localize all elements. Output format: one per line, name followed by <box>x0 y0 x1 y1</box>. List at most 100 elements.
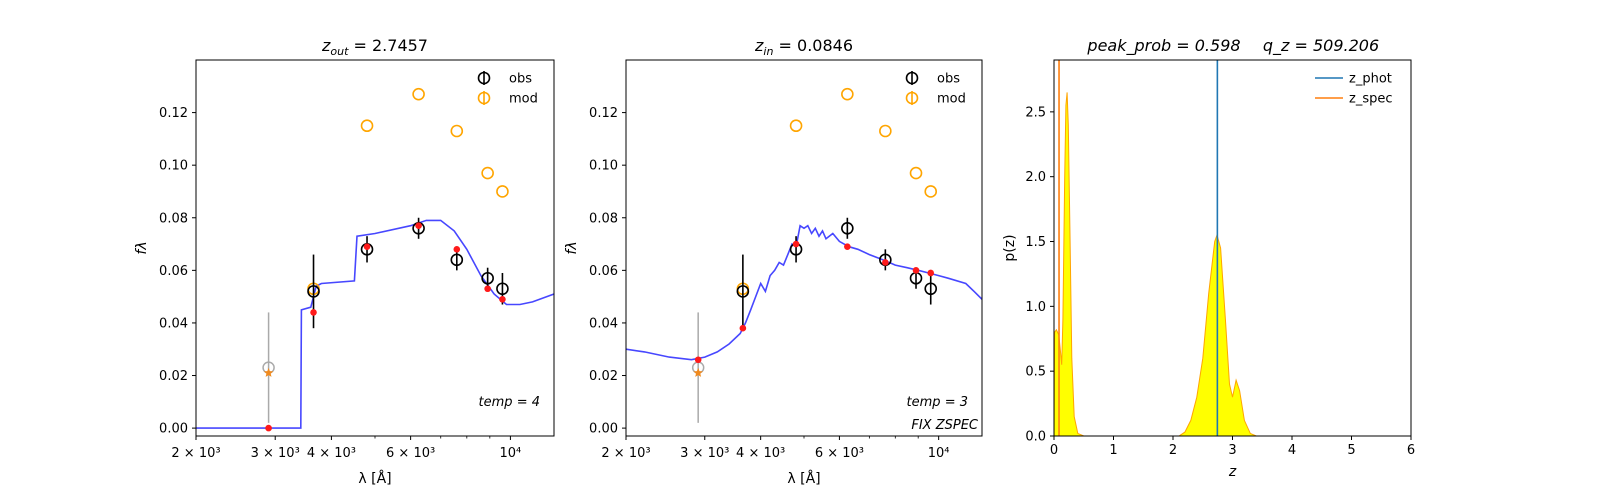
model-phot-point <box>415 222 422 229</box>
model-phot-point <box>453 246 461 253</box>
model-phot-point <box>363 243 371 250</box>
mod-point <box>909 166 923 180</box>
excluded-mod-star <box>693 367 703 377</box>
x-tick-label: 6 <box>1407 443 1415 458</box>
model-phot-point <box>499 295 506 303</box>
x-tick-label: 10⁴ <box>500 446 522 461</box>
y-tick-label: 0.10 <box>159 159 188 174</box>
model-phot-point <box>882 259 889 266</box>
title-subscript: out <box>330 45 349 58</box>
model-phot-point <box>927 269 935 277</box>
x-tick-label: 3 <box>1228 443 1236 458</box>
x-tick-label: 4 × 10³ <box>307 446 356 461</box>
y-tick-label: 0.04 <box>159 316 188 331</box>
pz-plot: 0.0 0.5 1.0 1.5 2.0 2.5 0 1 2 3 4 5 6 z p(z) peak_prob … <box>1002 36 1415 480</box>
fix-zspec-annotation: FIX ZSPEC <box>911 418 979 433</box>
model-phot-point <box>739 324 747 332</box>
y-tick-label: 0.02 <box>159 369 188 384</box>
x-tick-label: 3 × 10³ <box>251 446 300 461</box>
obs-point <box>496 282 509 296</box>
sed-plot-zin: 0.00 0.02 0.04 0.06 0.08 0.10 0.12 2 × 10³ 3 × 1… <box>564 36 983 487</box>
mod-point <box>924 185 938 198</box>
model-phot-point <box>310 309 317 316</box>
pz-filled-area <box>1053 92 1352 437</box>
title-equals: = <box>348 36 372 55</box>
y-tick-label: 2.5 <box>1025 105 1046 120</box>
x-axis-label: λ [Å] <box>358 470 391 487</box>
y-tick-label: 0.12 <box>589 106 618 121</box>
y-axis-label: fλ <box>134 241 150 254</box>
peak-prob-title: peak_prob = 0.598 <box>1086 36 1240 56</box>
mod-point <box>879 124 892 138</box>
title-value: 2.7457 <box>372 36 428 55</box>
y-tick-label: 0.04 <box>589 316 618 331</box>
x-tick-label: 4 <box>1288 443 1296 458</box>
mod-point <box>841 87 854 101</box>
obs-point <box>307 285 320 298</box>
model-phot-point <box>694 356 702 364</box>
x-tick-label: 3 × 10³ <box>680 446 729 461</box>
mod-point <box>789 119 803 133</box>
qz-title: q_z = 509.206 <box>1263 36 1379 56</box>
legend-mod-marker <box>477 91 491 105</box>
y-tick-label: 0.10 <box>589 159 618 174</box>
x-tick-label: 5 <box>1347 443 1355 458</box>
legend-z-spec-label: z_spec <box>1349 92 1393 107</box>
legend-obs-marker <box>905 71 919 85</box>
y-tick-label: 0.06 <box>589 264 618 279</box>
model-phot-point <box>792 240 800 248</box>
template-annotation: temp = 3 <box>907 395 968 410</box>
axes-frame <box>1053 59 1412 437</box>
x-tick-label: 2 × 10³ <box>171 446 220 461</box>
template-sed-curve <box>626 224 982 361</box>
mod-point <box>360 119 374 133</box>
mod-point <box>496 185 509 198</box>
title-symbol: z <box>754 36 764 55</box>
model-phot-point <box>484 285 491 293</box>
legend-obs-marker <box>477 71 491 85</box>
legend-mod-label: mod <box>937 92 966 107</box>
mod-point <box>412 87 425 101</box>
y-tick-label: 0.08 <box>589 211 618 226</box>
model-phot-point <box>912 267 920 274</box>
title-equals: = <box>773 36 797 55</box>
x-axis-label: λ [Å] <box>787 470 820 487</box>
plot-title: zin = 0.0846 <box>754 36 853 58</box>
obs-point <box>450 253 464 267</box>
legend-obs-label: obs <box>509 72 532 87</box>
mod-point <box>450 124 464 138</box>
model-phot-point <box>844 243 851 250</box>
template-annotation: temp = 4 <box>479 395 540 410</box>
y-axis-label: fλ <box>564 241 580 254</box>
x-tick-label: 2 <box>1169 443 1177 458</box>
obs-point <box>736 285 750 298</box>
y-tick-label: 0.08 <box>159 211 188 226</box>
x-tick-label: 6 × 10³ <box>815 446 864 461</box>
x-tick-label: 0 <box>1050 443 1058 458</box>
y-tick-label: 2.0 <box>1025 170 1046 185</box>
obs-point <box>481 271 494 285</box>
x-tick-label: 2 × 10³ <box>601 446 650 461</box>
y-tick-label: 1.5 <box>1025 235 1046 250</box>
obs-point <box>924 282 938 296</box>
y-tick-label: 0.00 <box>589 422 618 437</box>
title-subscript: in <box>763 45 773 58</box>
x-axis-label: z <box>1228 464 1237 480</box>
x-tick-label: 4 × 10³ <box>736 446 785 461</box>
title-value: 0.0846 <box>797 36 853 55</box>
y-tick-label: 1.0 <box>1025 300 1046 315</box>
y-tick-label: 0.12 <box>159 106 188 121</box>
axes-frame <box>195 59 555 437</box>
title-symbol: z <box>321 36 331 55</box>
legend-z-phot-label: z_phot <box>1349 72 1392 87</box>
x-tick-label: 1 <box>1109 443 1117 458</box>
mod-point <box>481 166 494 180</box>
y-tick-label: 0.00 <box>159 422 188 437</box>
sed-plot-zout: 0.00 0.02 0.04 0.06 0.08 0.10 0.12 2 × 10³ 3 × 1… <box>134 36 555 487</box>
y-tick-label: 0.5 <box>1025 365 1046 380</box>
legend-mod-label: mod <box>509 92 538 107</box>
legend-obs-label: obs <box>937 72 960 87</box>
x-tick-label: 6 × 10³ <box>386 446 435 461</box>
y-tick-label: 0.02 <box>589 369 618 384</box>
